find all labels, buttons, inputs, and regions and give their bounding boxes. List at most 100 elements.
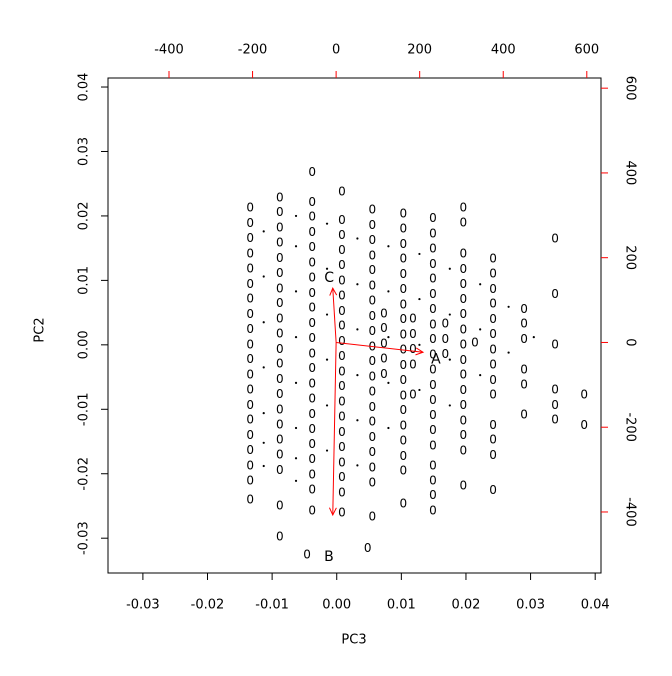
point-label: 0 — [460, 444, 468, 458]
y-tick-label: 0.02 — [77, 201, 92, 230]
x-tick-label: -0.01 — [255, 598, 289, 613]
point-label: 0 — [276, 221, 284, 235]
point-label: 0 — [429, 317, 437, 331]
dot-point — [479, 283, 482, 286]
point-label: 0 — [308, 377, 316, 391]
point-label: 0 — [368, 324, 376, 338]
point-label: 0 — [399, 358, 407, 372]
point-label: 0 — [246, 473, 254, 487]
point-label: 0 — [460, 277, 468, 291]
point-label: 0 — [246, 292, 254, 306]
point-label: 0 — [429, 408, 437, 422]
point-label: 0 — [399, 267, 407, 281]
point-label: 0 — [308, 255, 316, 269]
point-label: 0 — [429, 302, 437, 316]
point-label: 0 — [409, 342, 417, 356]
point-label: 0 — [338, 288, 346, 302]
x2-tick-label: -400 — [154, 43, 184, 58]
point-label: 0 — [460, 398, 468, 412]
dot-point — [448, 404, 451, 407]
point-label: 0 — [276, 372, 284, 386]
point-label: 0 — [338, 258, 346, 272]
point-label: 0 — [380, 352, 388, 366]
dot-point — [262, 321, 265, 324]
point-label: 0 — [409, 312, 417, 326]
point-label: 0 — [308, 452, 316, 466]
y2-tick-label: -400 — [623, 497, 638, 527]
point-label: 0 — [429, 473, 437, 487]
dot-point — [418, 297, 421, 301]
loading-label: C — [324, 270, 334, 286]
point-label: 0 — [338, 455, 346, 469]
dot-point — [448, 267, 451, 270]
point-label: 0 — [368, 415, 376, 429]
x-axis-label: PC3 — [341, 633, 366, 648]
point-label: 0 — [471, 335, 479, 349]
point-label: 0 — [399, 282, 407, 296]
point-label: 0 — [489, 327, 497, 341]
dot-point — [448, 313, 451, 316]
point-label: 0 — [246, 398, 254, 412]
point-label: 0 — [489, 312, 497, 326]
point-label: 0 — [399, 221, 407, 235]
point-label: 0 — [308, 165, 316, 179]
point-label: 0 — [338, 304, 346, 318]
point-label: 0 — [338, 274, 346, 288]
dot-point — [387, 426, 390, 430]
point-label: 0 — [429, 272, 437, 286]
y-tick-label: 0.00 — [77, 330, 92, 359]
point-label: 0 — [338, 349, 346, 363]
x-tick-label: -0.03 — [126, 598, 160, 613]
point-label: 0 — [489, 252, 497, 266]
point-label: 0 — [429, 287, 437, 301]
point-label: 0 — [368, 475, 376, 489]
point-label: 0 — [276, 417, 284, 431]
point-label: 0 — [246, 368, 254, 382]
y-tick-label: -0.02 — [77, 457, 92, 491]
point-label: 0 — [551, 413, 559, 427]
point-label: 0 — [489, 418, 497, 432]
point-label: 0 — [489, 342, 497, 356]
point-label: 0 — [338, 379, 346, 393]
dot-point — [418, 343, 421, 346]
point-label: 0 — [399, 252, 407, 266]
point-label: 0 — [338, 185, 346, 199]
dot-point — [294, 381, 298, 384]
point-label: 0 — [276, 205, 284, 219]
point-label: 0 — [246, 493, 254, 507]
dot-point — [262, 464, 265, 468]
point-label: 0 — [338, 213, 346, 227]
point-label: 0 — [460, 246, 468, 260]
point-label: 0 — [308, 391, 316, 405]
point-label: 0 — [399, 497, 407, 511]
dot-point — [325, 313, 329, 316]
point-label: 0 — [338, 395, 346, 409]
dot-point — [387, 381, 390, 384]
point-label: 0 — [520, 362, 528, 376]
dot-point — [356, 419, 359, 422]
point-label: 0 — [429, 362, 437, 376]
point-label: 0 — [489, 297, 497, 311]
dot-point — [418, 388, 421, 392]
point-label: 0 — [276, 236, 284, 250]
point-label: 0 — [246, 337, 254, 351]
dot-point — [294, 336, 298, 339]
point-label: 0 — [429, 211, 437, 225]
point-label: 0 — [308, 225, 316, 239]
point-label: 0 — [308, 504, 316, 518]
point-label: 0 — [338, 486, 346, 500]
point-label: 0 — [368, 263, 376, 277]
point-label: 0 — [489, 266, 497, 280]
point-label: 0 — [338, 319, 346, 333]
point-label: 0 — [429, 423, 437, 437]
point-label: 0 — [460, 413, 468, 427]
point-label: 0 — [308, 482, 316, 496]
point-label: 0 — [460, 383, 468, 397]
point-label: 0 — [364, 541, 372, 555]
point-label: 0 — [520, 332, 528, 346]
dot-point — [262, 412, 265, 415]
point-label: 0 — [580, 418, 588, 432]
point-label: 0 — [368, 279, 376, 293]
point-label: 0 — [551, 398, 559, 412]
x2-tick-label: 0 — [332, 43, 340, 58]
